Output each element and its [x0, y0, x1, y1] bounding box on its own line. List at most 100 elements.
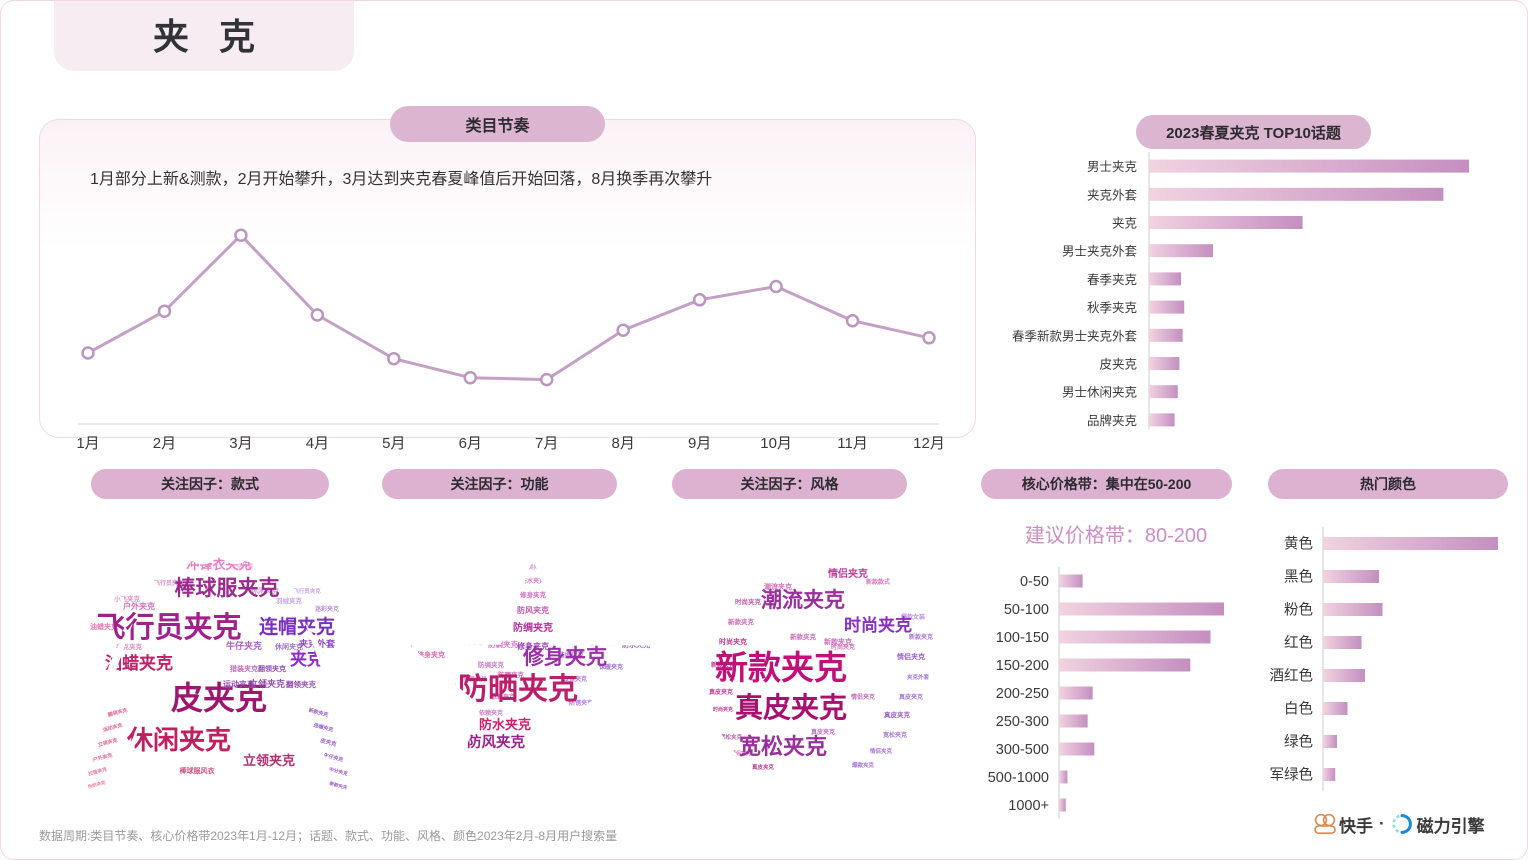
svg-text:新款夹克: 新款夹克: [329, 780, 349, 792]
svg-text:50-100: 50-100: [1004, 602, 1049, 618]
svg-text:夹克外套: 夹克外套: [907, 673, 930, 681]
svg-text:品牌夹克: 品牌夹克: [1087, 413, 1137, 428]
svg-text:拉链夹克: 拉链夹克: [87, 766, 108, 778]
svg-text:飞行员夹克: 飞行员夹克: [96, 611, 241, 644]
svg-text:500-1000: 500-1000: [988, 770, 1049, 786]
svg-text:真皮夹克: 真皮夹克: [899, 693, 923, 701]
svg-text:情侣夹克: 情侣夹克: [828, 567, 868, 580]
svg-text:4月: 4月: [306, 435, 329, 450]
svg-text:中分夹克: 中分夹克: [328, 766, 349, 778]
svg-text:春季新款男士夹克外套: 春季新款男士夹克外套: [1012, 328, 1138, 343]
svg-text:男士夹克: 男士夹克: [1087, 160, 1137, 174]
svg-text:新款夹克: 新款夹克: [715, 649, 847, 686]
svg-text:8月: 8月: [612, 435, 635, 450]
svg-text:2月: 2月: [153, 435, 176, 450]
svg-text:翻领夹克: 翻领夹克: [107, 707, 128, 719]
svg-text:防冰润克: 防冰润克: [454, 637, 482, 646]
svg-text:男士夹克外套: 男士夹克外套: [1062, 244, 1138, 259]
svg-text:连帽夹克: 连帽夹克: [259, 615, 335, 638]
svg-text:防绸夹克: 防绸夹克: [488, 639, 518, 649]
svg-text:防风夹克: 防风夹克: [467, 733, 525, 751]
svg-text:夹克: 夹克: [1112, 217, 1137, 231]
svg-text:情侣夹克: 情侣夹克: [870, 747, 893, 755]
svg-text:防水夹克: 防水夹克: [479, 717, 531, 732]
svg-text:红色: 红色: [1284, 635, 1313, 652]
svg-text:翻领夹克: 翻领夹克: [258, 664, 286, 673]
svg-text:新款夹克: 新款夹克: [824, 637, 852, 646]
svg-text:连帽夹克: 连帽夹克: [313, 722, 334, 734]
svg-text:防绸夹克: 防绸夹克: [522, 563, 545, 571]
svg-text:修身夹克: 修身夹克: [416, 650, 445, 659]
svg-text:黄色: 黄色: [1284, 536, 1313, 553]
svg-text:12月: 12月: [913, 435, 945, 450]
svg-text:9月: 9月: [688, 435, 711, 450]
svg-text:新款款式: 新款款式: [866, 578, 890, 586]
svg-text:防水夹克: 防水夹克: [521, 577, 545, 585]
svg-text:5月: 5月: [382, 435, 405, 450]
svg-text:新款夹克: 新款夹克: [790, 632, 817, 641]
svg-text:黑色: 黑色: [1284, 569, 1313, 586]
svg-text:防绸夹克: 防绸夹克: [513, 621, 553, 634]
svg-text:200-250: 200-250: [996, 686, 1049, 702]
svg-text:10月: 10月: [760, 435, 792, 450]
svg-text:立领夹克: 立领夹克: [97, 737, 118, 749]
svg-text:真皮夹克: 真皮夹克: [752, 763, 775, 771]
svg-text:3月: 3月: [229, 435, 252, 450]
svg-text:秋季夹克: 秋季夹克: [1087, 301, 1137, 315]
svg-text:新款夹克: 新款夹克: [728, 617, 755, 626]
svg-text:运动夹克: 运动夹克: [223, 679, 255, 689]
svg-text:粉色: 粉色: [1284, 602, 1313, 619]
svg-text:爆款夹克: 爆款夹克: [852, 761, 875, 769]
svg-text:宽松夹克: 宽松夹克: [739, 734, 827, 759]
svg-text:迷彩夹克: 迷彩夹克: [314, 605, 339, 613]
svg-text:保暖夹克: 保暖夹克: [607, 753, 635, 762]
svg-text:6月: 6月: [459, 435, 482, 450]
svg-text:冲锋衣夹克: 冲锋衣夹克: [186, 557, 251, 572]
svg-text:牛仔夹克: 牛仔夹克: [323, 752, 344, 764]
svg-text:飞行员夹克: 飞行员夹克: [293, 587, 321, 595]
svg-text:时尚夹克: 时尚夹克: [844, 615, 912, 635]
svg-text:夹克: 夹克: [290, 649, 324, 669]
svg-text:保暖夹克: 保暖夹克: [423, 756, 447, 764]
svg-text:情侣夹克: 情侣夹克: [851, 693, 875, 701]
svg-text:防风夹克: 防风夹克: [430, 682, 457, 691]
svg-text:绿色: 绿色: [1284, 734, 1313, 751]
svg-text:修身夹克: 修身夹克: [600, 690, 629, 699]
svg-text:150-200: 150-200: [996, 658, 1049, 674]
svg-text:军绿色: 军绿色: [1270, 767, 1314, 784]
svg-text:户外夹克: 户外夹克: [91, 752, 113, 764]
svg-text:防风夹克: 防风夹克: [517, 605, 549, 615]
svg-text:皮夹克: 皮夹克: [320, 736, 338, 748]
svg-text:休闲夹克: 休闲夹克: [126, 725, 231, 755]
svg-text:250-300: 250-300: [996, 714, 1049, 730]
svg-text:新款夹克: 新款夹克: [909, 633, 933, 641]
svg-text:防风夹克: 防风夹克: [421, 736, 445, 744]
svg-text:夹克外套: 夹克外套: [1087, 187, 1138, 202]
svg-text:新款夹克: 新款夹克: [308, 707, 329, 719]
svg-text:依赖夹克: 依赖夹克: [610, 716, 633, 724]
svg-text:春季夹克: 春季夹克: [1087, 273, 1137, 287]
svg-text:0-50: 0-50: [1020, 574, 1049, 590]
svg-text:羽绒夹克: 羽绒夹克: [276, 596, 303, 605]
svg-text:立领夹克: 立领夹克: [243, 753, 295, 768]
svg-text:1000+: 1000+: [1008, 798, 1049, 814]
svg-text:修身夹克: 修身夹克: [519, 590, 547, 599]
svg-text:户外夹克: 户外夹克: [123, 601, 155, 611]
svg-text:防风夹克: 防风夹克: [604, 735, 627, 743]
svg-text:防晒夹克: 防晒夹克: [458, 673, 578, 706]
svg-text:皮夹克: 皮夹克: [1099, 358, 1137, 372]
svg-text:11月: 11月: [837, 435, 868, 450]
svg-text:棒球服风衣: 棒球服风衣: [180, 766, 216, 775]
svg-text:色织夹克: 色织夹克: [87, 779, 107, 791]
svg-text:猎装夹克: 猎装夹克: [230, 664, 258, 673]
svg-text:依赖夹克: 依赖夹克: [590, 637, 617, 646]
svg-text:翻领夹克: 翻领夹克: [286, 679, 316, 689]
svg-text:修身夹克: 修身夹克: [522, 645, 607, 669]
svg-text:防水夹克: 防水夹克: [622, 640, 650, 649]
svg-text:油蜡夹克: 油蜡夹克: [105, 653, 173, 673]
svg-text:时尚夹克: 时尚夹克: [719, 637, 747, 646]
svg-text:1月: 1月: [76, 435, 99, 450]
svg-text:防绸夹克: 防绸夹克: [389, 643, 413, 651]
svg-text:防绸夹克: 防绸夹克: [421, 715, 445, 723]
svg-text:情侣夹克: 情侣夹克: [897, 652, 925, 661]
